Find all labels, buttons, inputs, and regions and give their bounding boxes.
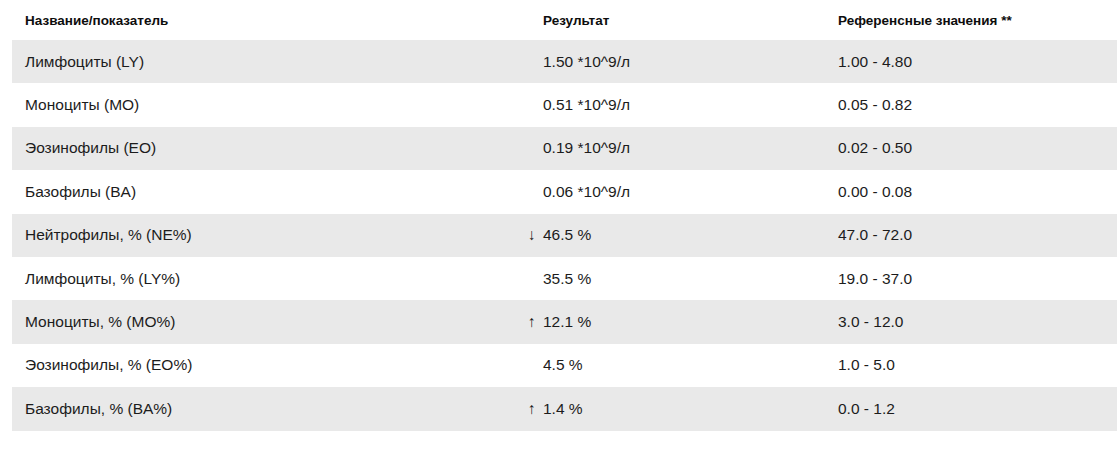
result-value: 1.50 *10^9/л bbox=[528, 53, 825, 71]
result-text: 46.5 % bbox=[543, 226, 591, 243]
below-range-arrow-icon: ↓ bbox=[528, 226, 543, 244]
table-row: Базофилы (BA) 0.06 *10^9/л 0.00 - 0.08 bbox=[12, 170, 1117, 213]
column-header-result: Результат bbox=[528, 13, 825, 28]
result-value: 4.5 % bbox=[528, 356, 825, 374]
analyte-name: Базофилы (BA) bbox=[12, 183, 528, 201]
table-row: Эозинофилы (EO) 0.19 *10^9/л 0.02 - 0.50 bbox=[12, 127, 1117, 170]
reference-range: 0.05 - 0.82 bbox=[825, 96, 1117, 114]
table-row: Моноциты (MO) 0.51 *10^9/л 0.05 - 0.82 bbox=[12, 83, 1117, 126]
result-text: 1.4 % bbox=[543, 400, 583, 417]
table-row: Лимфоциты (LY) 1.50 *10^9/л 1.00 - 4.80 bbox=[12, 40, 1117, 83]
reference-range: 0.0 - 1.2 bbox=[825, 400, 1117, 418]
analyte-name: Моноциты (MO) bbox=[12, 96, 528, 114]
reference-range: 0.00 - 0.08 bbox=[825, 183, 1117, 201]
analyte-name: Лимфоциты (LY) bbox=[12, 53, 528, 71]
reference-range: 1.0 - 5.0 bbox=[825, 356, 1117, 374]
result-value: 0.51 *10^9/л bbox=[528, 96, 825, 114]
result-text: 0.06 *10^9/л bbox=[543, 183, 630, 200]
table-body: Лимфоциты (LY) 1.50 *10^9/л 1.00 - 4.80 Мон… bbox=[12, 40, 1117, 431]
result-value: ↑1.4 % bbox=[528, 400, 825, 418]
analyte-name: Эозинофилы, % (EO%) bbox=[12, 356, 528, 374]
result-text: 35.5 % bbox=[543, 270, 591, 287]
result-value: ↑12.1 % bbox=[528, 313, 825, 331]
reference-range: 19.0 - 37.0 bbox=[825, 270, 1117, 288]
table-row: Лимфоциты, % (LY%) 35.5 % 19.0 - 37.0 bbox=[12, 257, 1117, 300]
result-value: 0.06 *10^9/л bbox=[528, 183, 825, 201]
result-value: 35.5 % bbox=[528, 270, 825, 288]
reference-range: 0.02 - 0.50 bbox=[825, 139, 1117, 157]
analyte-name: Эозинофилы (EO) bbox=[12, 139, 528, 157]
table-row: Нейтрофилы, % (NE%)↓46.5 %47.0 - 72.0 bbox=[12, 214, 1117, 257]
reference-range: 47.0 - 72.0 bbox=[825, 226, 1117, 244]
above-range-arrow-icon: ↑ bbox=[528, 313, 543, 331]
result-text: 1.50 *10^9/л bbox=[543, 53, 630, 70]
lab-results-table: Название/показатель Результат Референсны… bbox=[12, 0, 1117, 431]
above-range-arrow-icon: ↑ bbox=[528, 400, 543, 418]
analyte-name: Базофилы, % (BA%) bbox=[12, 400, 528, 418]
table-row: Моноциты, % (MO%)↑12.1 %3.0 - 12.0 bbox=[12, 300, 1117, 343]
result-text: 0.19 *10^9/л bbox=[543, 139, 630, 156]
result-value: ↓46.5 % bbox=[528, 226, 825, 244]
analyte-name: Нейтрофилы, % (NE%) bbox=[12, 226, 528, 244]
result-value: 0.19 *10^9/л bbox=[528, 139, 825, 157]
analyte-name: Моноциты, % (MO%) bbox=[12, 313, 528, 331]
result-text: 0.51 *10^9/л bbox=[543, 96, 630, 113]
column-header-name: Название/показатель bbox=[12, 13, 528, 28]
result-text: 4.5 % bbox=[543, 356, 583, 373]
reference-range: 3.0 - 12.0 bbox=[825, 313, 1117, 331]
table-row: Эозинофилы, % (EO%) 4.5 % 1.0 - 5.0 bbox=[12, 344, 1117, 387]
reference-range: 1.00 - 4.80 bbox=[825, 53, 1117, 71]
result-text: 12.1 % bbox=[543, 313, 591, 330]
column-header-reference: Референсные значения ** bbox=[825, 13, 1117, 28]
table-row: Базофилы, % (BA%)↑1.4 %0.0 - 1.2 bbox=[12, 387, 1117, 430]
analyte-name: Лимфоциты, % (LY%) bbox=[12, 270, 528, 288]
table-header-row: Название/показатель Результат Референсны… bbox=[12, 0, 1117, 40]
